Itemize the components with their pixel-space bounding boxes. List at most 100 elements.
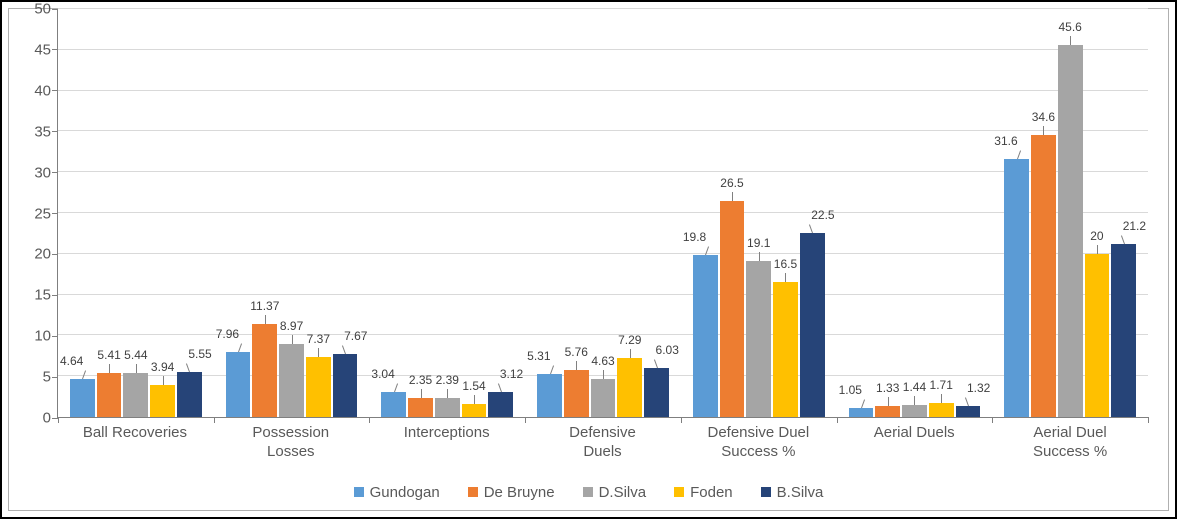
bar: 7.37 xyxy=(306,357,331,417)
bar: 5.44 xyxy=(123,373,148,417)
bar: 3.04 xyxy=(381,392,406,417)
y-tick-label: 35 xyxy=(34,123,51,140)
bar-wrap: 7.29 xyxy=(617,9,642,417)
legend-swatch xyxy=(354,487,364,497)
bar-group: 7.9611.378.977.377.67 xyxy=(214,9,370,417)
bar-wrap: 5.76 xyxy=(564,9,589,417)
bar-wrap: 1.71 xyxy=(929,9,954,417)
bar: 22.5 xyxy=(800,233,825,417)
bar-wrap: 1.05 xyxy=(849,9,874,417)
bar-wrap: 3.94 xyxy=(150,9,175,417)
bar: 6.03 xyxy=(644,368,669,417)
bar-wrap: 16.5 xyxy=(773,9,798,417)
x-axis-label: Ball Recoveries xyxy=(57,418,213,474)
bar-wrap: 5.31 xyxy=(537,9,562,417)
bar: 31.6 xyxy=(1004,159,1029,417)
bar-wrap: 2.39 xyxy=(435,9,460,417)
bar: 1.54 xyxy=(462,404,487,417)
bar-group: 4.645.415.443.945.55 xyxy=(58,9,214,417)
bar-wrap: 5.55 xyxy=(177,9,202,417)
data-label: 22.5 xyxy=(811,208,834,233)
plot-area: 4.645.415.443.945.557.9611.378.977.377.6… xyxy=(57,9,1148,418)
data-label: 5.31 xyxy=(527,349,550,374)
data-label: 7.67 xyxy=(344,329,367,354)
data-label: 4.64 xyxy=(60,354,83,379)
bar-wrap: 1.33 xyxy=(875,9,900,417)
bar-wrap: 2.35 xyxy=(408,9,433,417)
bar-wrap: 19.8 xyxy=(693,9,718,417)
bar: 4.63 xyxy=(591,379,616,417)
bar: 5.41 xyxy=(97,373,122,417)
bar-wrap: 1.32 xyxy=(956,9,981,417)
data-label: 1.05 xyxy=(839,383,862,408)
y-tick-label: 10 xyxy=(34,328,51,345)
plot-row: 05101520253035404550 4.645.415.443.945.5… xyxy=(9,9,1168,418)
bar: 5.31 xyxy=(537,374,562,417)
data-label: 1.32 xyxy=(967,381,990,406)
x-axis-label: Defensive DuelSuccess % xyxy=(680,418,836,474)
bar-group: 19.826.519.116.522.5 xyxy=(681,9,837,417)
bar-wrap: 22.5 xyxy=(800,9,825,417)
bar-wrap: 6.03 xyxy=(644,9,669,417)
bar-groups: 4.645.415.443.945.557.9611.378.977.377.6… xyxy=(58,9,1148,417)
legend-swatch xyxy=(761,487,771,497)
legend-label: D.Silva xyxy=(599,484,647,501)
data-label: 31.6 xyxy=(994,134,1017,159)
legend-item: Foden xyxy=(674,484,733,501)
bar: 8.97 xyxy=(279,344,304,417)
x-axis-label: PossessionLosses xyxy=(213,418,369,474)
bar-wrap: 21.2 xyxy=(1111,9,1136,417)
bar-wrap: 7.96 xyxy=(226,9,251,417)
legend-label: B.Silva xyxy=(777,484,824,501)
data-label: 3.12 xyxy=(500,367,523,392)
bar-wrap: 26.5 xyxy=(720,9,745,417)
bar-wrap: 5.41 xyxy=(97,9,122,417)
data-label: 7.96 xyxy=(216,327,239,352)
legend-item: Gundogan xyxy=(354,484,440,501)
bar-wrap: 45.6 xyxy=(1058,9,1083,417)
bar-wrap: 4.64 xyxy=(70,9,95,417)
legend-label: Foden xyxy=(690,484,733,501)
bar-wrap: 7.67 xyxy=(333,9,358,417)
data-label: 3.04 xyxy=(371,367,394,392)
legend-item: D.Silva xyxy=(583,484,647,501)
bar: 16.5 xyxy=(773,282,798,417)
bar: 20 xyxy=(1085,254,1110,417)
bar-wrap: 34.6 xyxy=(1031,9,1056,417)
bar: 19.1 xyxy=(746,261,771,417)
bar: 11.37 xyxy=(252,324,277,417)
y-axis: 05101520253035404550 xyxy=(9,9,57,418)
bar-wrap: 4.63 xyxy=(591,9,616,417)
y-tick-label: 20 xyxy=(34,246,51,263)
bar: 19.8 xyxy=(693,255,718,417)
bar: 4.64 xyxy=(70,379,95,417)
bar: 1.33 xyxy=(875,406,900,417)
bar: 21.2 xyxy=(1111,244,1136,417)
bar-wrap: 7.37 xyxy=(306,9,331,417)
bar-group: 1.051.331.441.711.32 xyxy=(837,9,993,417)
bar: 5.55 xyxy=(177,372,202,417)
bar: 26.5 xyxy=(720,201,745,417)
bar-wrap: 3.12 xyxy=(488,9,513,417)
y-tick-label: 50 xyxy=(34,1,51,18)
legend-swatch xyxy=(583,487,593,497)
bar: 7.67 xyxy=(333,354,358,417)
x-axis-label: Aerial DuelSuccess % xyxy=(992,418,1148,474)
bar: 34.6 xyxy=(1031,135,1056,417)
y-tick-label: 5 xyxy=(43,369,51,386)
y-tick-label: 30 xyxy=(34,164,51,181)
x-axis-labels: Ball RecoveriesPossessionLossesIntercept… xyxy=(57,418,1148,474)
data-label: 5.55 xyxy=(188,347,211,372)
data-label: 19.8 xyxy=(683,230,706,255)
bar: 1.71 xyxy=(929,403,954,417)
x-axis-label: DefensiveDuels xyxy=(525,418,681,474)
bar-wrap: 20 xyxy=(1085,9,1110,417)
y-tick-label: 25 xyxy=(34,205,51,222)
bar: 5.76 xyxy=(564,370,589,417)
bar: 2.39 xyxy=(435,398,460,418)
y-tick-label: 0 xyxy=(43,410,51,427)
data-label: 6.03 xyxy=(656,343,679,368)
legend-item: De Bruyne xyxy=(468,484,555,501)
bar: 7.29 xyxy=(617,358,642,417)
bar-wrap: 1.44 xyxy=(902,9,927,417)
